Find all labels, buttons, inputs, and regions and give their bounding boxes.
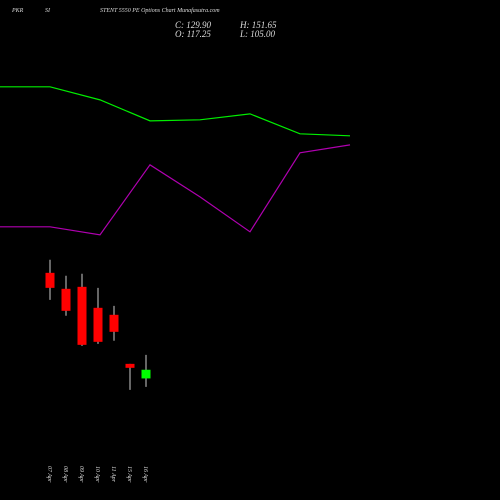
indicator-line [0, 144, 351, 236]
candle-body [109, 314, 119, 332]
low-label: L: 105.00 [239, 29, 276, 39]
candle-body [61, 288, 71, 311]
candle-body [125, 363, 135, 368]
x-tick-label: 16 Apr [142, 466, 148, 483]
indicator-line [0, 86, 351, 137]
title-part: SI [45, 8, 51, 14]
title-part: STENT 5550 PE Options Chart Munafasutra.… [100, 7, 220, 14]
x-tick-label: 07 Apr [46, 466, 52, 483]
close-label: C: 129.90 [175, 20, 212, 30]
title-part: PKR [11, 8, 24, 14]
candle-body [141, 369, 151, 379]
x-tick-label: 08 Apr [62, 466, 68, 483]
x-tick-label: 11 Apr [110, 466, 116, 483]
candle-body [77, 286, 87, 345]
high-label: H: 151.65 [239, 20, 277, 30]
x-tick-label: 09 Apr [78, 466, 84, 483]
open-label: O: 117.25 [175, 29, 211, 39]
candle-body [45, 272, 55, 288]
x-tick-label: 10 Apr [94, 466, 100, 483]
x-tick-label: 15 Apr [126, 466, 132, 483]
candle-body [93, 307, 103, 342]
